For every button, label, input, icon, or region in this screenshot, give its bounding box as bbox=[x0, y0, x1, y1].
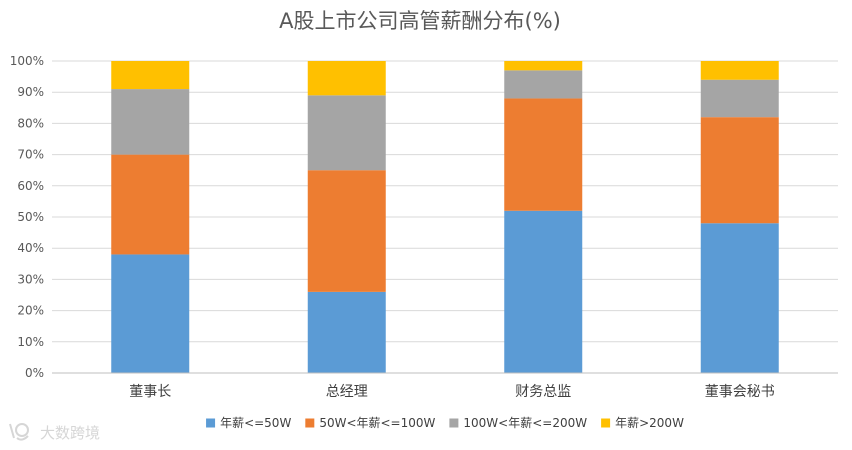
bar-segment bbox=[111, 154, 190, 255]
watermark-logo-icon bbox=[9, 423, 29, 441]
legend-label: 年薪>200W bbox=[615, 416, 684, 430]
watermark: 大数跨境 bbox=[9, 423, 100, 442]
bar-segment bbox=[700, 117, 779, 224]
x-category-label: 董事会秘书 bbox=[705, 384, 775, 400]
legend-label: 年薪<=50W bbox=[220, 416, 291, 430]
y-tick-label: 10% bbox=[17, 335, 44, 349]
bar-segment bbox=[111, 254, 190, 373]
bar-segment bbox=[307, 170, 386, 292]
watermark-text: 大数跨境 bbox=[40, 424, 100, 442]
y-tick-label: 50% bbox=[17, 210, 44, 224]
bar-segment bbox=[504, 70, 583, 99]
bar-segment bbox=[504, 210, 583, 373]
x-category-label: 总经理 bbox=[326, 384, 368, 400]
bar-segment bbox=[700, 61, 779, 80]
y-tick-label: 30% bbox=[17, 272, 44, 286]
legend-item: 100W<年薪<=200W bbox=[449, 416, 587, 430]
legend-label: 50W<年薪<=100W bbox=[319, 416, 435, 430]
legend-swatch bbox=[305, 418, 315, 428]
bar-segment bbox=[700, 223, 779, 373]
y-axis-ticks: 0% 10% 20% 30% 40% 50% 60% 70% 80% 90% 100% bbox=[10, 54, 44, 380]
y-tick-label: 0% bbox=[25, 366, 44, 380]
bar-segment bbox=[307, 95, 386, 171]
legend-item: 年薪<=50W bbox=[206, 416, 291, 430]
bar-segment bbox=[111, 89, 190, 155]
y-tick-label: 80% bbox=[17, 116, 44, 130]
bars bbox=[111, 61, 779, 373]
y-tick-label: 90% bbox=[17, 85, 44, 99]
y-tick-label: 20% bbox=[17, 304, 44, 318]
y-tick-label: 40% bbox=[17, 241, 44, 255]
chart-title: A股上市公司高管薪酬分布(%) bbox=[279, 9, 561, 33]
bar-segment bbox=[504, 61, 583, 71]
bar-segment bbox=[307, 291, 386, 373]
bar-segment bbox=[307, 61, 386, 96]
x-category-label: 财务总监 bbox=[515, 384, 571, 400]
y-tick-label: 60% bbox=[17, 179, 44, 193]
bar-segment bbox=[504, 98, 583, 211]
legend: 年薪<=50W 50W<年薪<=100W 100W<年薪<=200W 年薪>200W bbox=[206, 416, 684, 430]
bar-segment bbox=[700, 79, 779, 118]
y-tick-label: 70% bbox=[17, 148, 44, 162]
x-category-label: 董事长 bbox=[129, 384, 171, 400]
legend-item: 年薪>200W bbox=[601, 416, 684, 430]
legend-label: 100W<年薪<=200W bbox=[463, 416, 587, 430]
y-tick-label: 100% bbox=[10, 54, 44, 68]
bar-segment bbox=[111, 61, 190, 90]
x-axis: 董事长 总经理 财务总监 董事会秘书 bbox=[52, 372, 838, 400]
legend-swatch bbox=[601, 418, 611, 428]
legend-swatch bbox=[449, 418, 459, 428]
legend-swatch bbox=[206, 418, 216, 428]
legend-item: 50W<年薪<=100W bbox=[305, 416, 436, 430]
